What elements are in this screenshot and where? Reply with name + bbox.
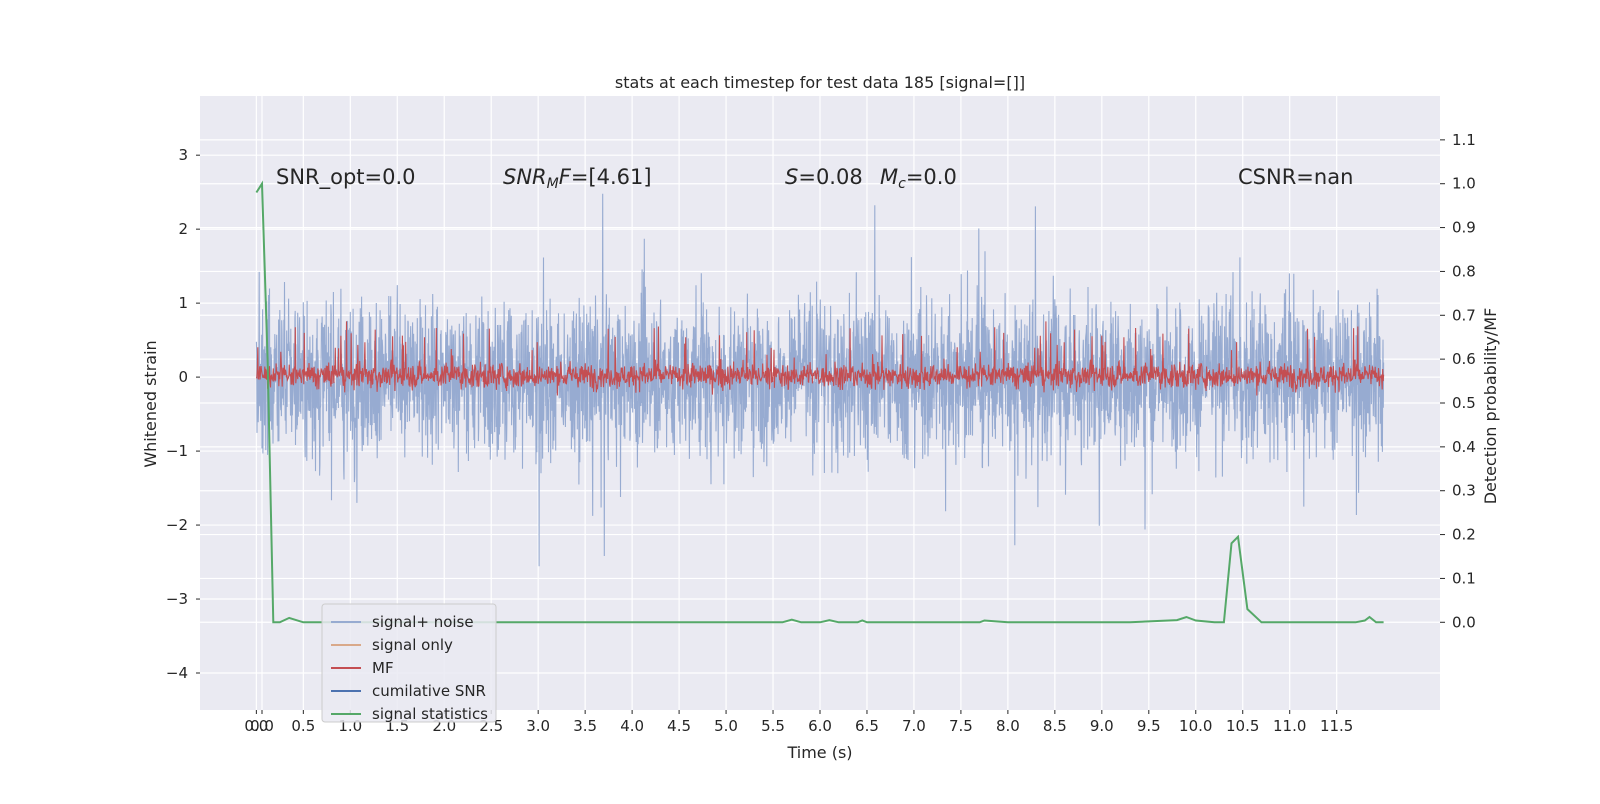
snr-mf-prefix: SNR — [503, 165, 547, 189]
legend-label: signal statistics — [372, 705, 488, 723]
x-tick-label: 0.0 — [244, 717, 268, 735]
mf-line — [255, 321, 1385, 396]
annotation-csnr: CSNR=nan — [1238, 165, 1353, 189]
x-tick-label: 5.5 — [761, 717, 785, 735]
x-axis-ticks: 0.00.0 0.5 1.0 1.5 2.0 2.5 3.0 3.5 4.0 4.5 5.0 5.5 6… — [244, 710, 1353, 735]
s-var: S — [785, 165, 798, 189]
mf-series — [255, 321, 1385, 396]
y-tick-label: 0 — [178, 368, 188, 386]
x-tick-label: 10.5 — [1226, 717, 1259, 735]
snr-mf-f: F — [559, 165, 572, 189]
y-tick-label: 1 — [178, 294, 188, 312]
y-tick-label: 3 — [178, 146, 188, 164]
x-tick-label: 9.0 — [1090, 717, 1114, 735]
snr-mf-sub: M — [547, 176, 559, 192]
y2-tick-label: 1.0 — [1452, 175, 1476, 193]
mc-sub: c — [898, 176, 906, 192]
x-tick-label: 9.5 — [1137, 717, 1161, 735]
x-tick-label: 4.0 — [620, 717, 644, 735]
x-tick-label: 3.0 — [526, 717, 550, 735]
y2-tick-label: 0.2 — [1452, 526, 1476, 544]
y-tick-label: −2 — [166, 516, 188, 534]
y2-tick-label: 0.9 — [1452, 219, 1476, 237]
y2-tick-label: 0.4 — [1452, 438, 1476, 456]
legend-box — [321, 603, 497, 723]
x-tick-label: 4.5 — [667, 717, 691, 735]
x-tick-label: 6.5 — [855, 717, 879, 735]
y-tick-label: −4 — [166, 664, 188, 682]
x-tick-label: 11.5 — [1320, 717, 1353, 735]
y-tick-label: −3 — [166, 590, 188, 608]
y2-axis-label: Detection probability/MF — [1481, 308, 1500, 505]
x-tick-label: 6.0 — [808, 717, 832, 735]
legend: signal+ noise signal only MF cumilative SNR… — [321, 603, 497, 723]
x-tick-label: 10.0 — [1179, 717, 1212, 735]
x-tick-label: 11.0 — [1273, 717, 1306, 735]
x-axis-label: Time (s) — [786, 743, 852, 762]
chart-title: stats at each timestep for test data 185… — [615, 73, 1025, 92]
mc-var: M — [880, 165, 898, 189]
legend-label: cumilative SNR — [372, 682, 486, 700]
y2-tick-label: 0.8 — [1452, 262, 1476, 280]
x-tick-label: 0.5 — [291, 717, 315, 735]
x-tick-label: 7.0 — [902, 717, 926, 735]
x-tick-label: 3.5 — [573, 717, 597, 735]
x-tick-label: 8.5 — [1043, 717, 1067, 735]
y-tick-label: −1 — [166, 442, 188, 460]
legend-label: MF — [372, 659, 394, 677]
x-tick-label: 7.5 — [949, 717, 973, 735]
snr-mf-value: =[4.61] — [571, 165, 652, 189]
y2-tick-label: 0.7 — [1452, 306, 1476, 324]
annotation-s: S=0.08 — [785, 165, 863, 189]
y2-tick-label: 0.1 — [1452, 569, 1476, 587]
mc-value: =0.0 — [906, 165, 957, 189]
x-tick-label: 8.0 — [996, 717, 1020, 735]
annotations: SNR_opt=0.0 SNRMF=[4.61] S=0.08 Mc=0.0 C… — [276, 165, 1353, 192]
legend-label: signal only — [372, 636, 453, 654]
annotation-snr-opt: SNR_opt=0.0 — [276, 165, 416, 190]
y-axis-label: Whitened strain — [141, 340, 160, 467]
y-tick-label: 2 — [178, 220, 188, 238]
y2-tick-label: 1.1 — [1452, 131, 1476, 149]
y-axis-ticks: 3 2 1 0 −1 −2 −3 −4 — [166, 146, 200, 682]
y2-axis-ticks: 1.1 1.0 0.9 0.8 0.7 0.6 0.5 0.4 0.3 0.2 0.1 0.0 — [1440, 131, 1476, 631]
annotation-mc: Mc=0.0 — [880, 165, 957, 192]
s-value: =0.08 — [798, 165, 862, 189]
y2-tick-label: 0.0 — [1452, 613, 1476, 631]
y2-tick-label: 0.5 — [1452, 394, 1476, 412]
x-tick-label: 0.0 — [250, 717, 274, 735]
y2-tick-label: 0.3 — [1452, 482, 1476, 500]
legend-label: signal+ noise — [372, 613, 474, 631]
annotation-snr-mf: SNRMF=[4.61] — [503, 165, 652, 192]
x-tick-label: 5.0 — [714, 717, 738, 735]
y2-tick-label: 0.6 — [1452, 350, 1476, 368]
